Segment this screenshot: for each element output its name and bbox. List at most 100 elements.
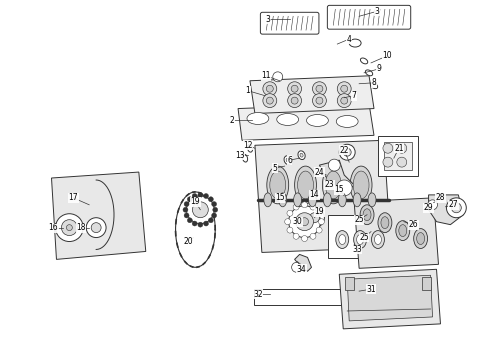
Circle shape	[293, 233, 299, 239]
Circle shape	[313, 82, 326, 96]
Circle shape	[316, 210, 322, 216]
Circle shape	[313, 94, 326, 108]
Circle shape	[193, 202, 208, 218]
Polygon shape	[339, 269, 441, 329]
Text: 19: 19	[315, 207, 324, 216]
FancyBboxPatch shape	[422, 277, 431, 290]
Circle shape	[316, 85, 323, 92]
Ellipse shape	[279, 193, 287, 207]
Text: 24: 24	[315, 167, 324, 176]
Circle shape	[212, 202, 217, 207]
Circle shape	[198, 192, 203, 197]
Circle shape	[263, 82, 277, 96]
Ellipse shape	[381, 217, 389, 229]
Circle shape	[293, 204, 299, 210]
Text: 17: 17	[69, 193, 78, 202]
Text: 15: 15	[275, 193, 285, 202]
Circle shape	[451, 203, 461, 213]
Circle shape	[208, 218, 213, 223]
Ellipse shape	[370, 83, 378, 89]
Ellipse shape	[286, 158, 289, 162]
Ellipse shape	[416, 233, 425, 244]
Text: 13: 13	[235, 151, 245, 160]
Text: 14: 14	[310, 190, 319, 199]
Ellipse shape	[300, 153, 303, 157]
Text: 32: 32	[253, 289, 263, 298]
Circle shape	[328, 159, 340, 171]
Circle shape	[184, 202, 189, 207]
Text: 31: 31	[366, 285, 376, 294]
Circle shape	[288, 94, 301, 108]
Ellipse shape	[368, 193, 376, 207]
Ellipse shape	[339, 235, 346, 244]
Ellipse shape	[325, 171, 341, 199]
Circle shape	[287, 210, 293, 216]
Circle shape	[61, 220, 77, 235]
Circle shape	[337, 94, 351, 108]
Circle shape	[310, 213, 319, 223]
Text: 7: 7	[352, 91, 357, 100]
Polygon shape	[51, 172, 146, 260]
FancyBboxPatch shape	[384, 142, 412, 170]
FancyBboxPatch shape	[345, 277, 354, 290]
Text: 21: 21	[394, 144, 404, 153]
Circle shape	[341, 85, 348, 92]
Circle shape	[213, 207, 218, 212]
Ellipse shape	[399, 225, 407, 237]
Ellipse shape	[277, 113, 298, 125]
Circle shape	[263, 94, 277, 108]
Text: 8: 8	[371, 78, 376, 87]
Circle shape	[267, 97, 273, 104]
Circle shape	[397, 143, 407, 153]
Ellipse shape	[247, 113, 269, 125]
Ellipse shape	[338, 193, 346, 207]
Polygon shape	[319, 160, 354, 192]
Circle shape	[397, 157, 407, 167]
FancyBboxPatch shape	[254, 289, 360, 305]
Circle shape	[310, 233, 316, 239]
Ellipse shape	[309, 193, 317, 207]
Text: 2: 2	[230, 116, 235, 125]
FancyBboxPatch shape	[260, 12, 319, 34]
FancyBboxPatch shape	[378, 136, 417, 176]
Text: 28: 28	[436, 193, 445, 202]
Ellipse shape	[414, 229, 428, 248]
Circle shape	[267, 85, 273, 92]
Text: 25: 25	[359, 233, 369, 242]
Ellipse shape	[353, 171, 369, 199]
Ellipse shape	[396, 221, 410, 240]
Ellipse shape	[323, 193, 331, 207]
Ellipse shape	[336, 116, 358, 127]
Circle shape	[310, 204, 316, 210]
Circle shape	[288, 82, 301, 96]
Text: 11: 11	[261, 71, 270, 80]
Ellipse shape	[264, 193, 272, 207]
Circle shape	[383, 143, 393, 153]
Circle shape	[285, 219, 291, 225]
FancyBboxPatch shape	[327, 5, 411, 29]
Ellipse shape	[354, 231, 367, 248]
Ellipse shape	[349, 39, 361, 47]
Circle shape	[187, 218, 192, 223]
Circle shape	[203, 221, 209, 226]
Circle shape	[341, 97, 348, 104]
Ellipse shape	[243, 154, 247, 162]
Ellipse shape	[267, 166, 289, 204]
Circle shape	[316, 227, 322, 233]
Circle shape	[305, 208, 324, 228]
Circle shape	[300, 218, 309, 226]
Circle shape	[343, 148, 351, 156]
Ellipse shape	[371, 231, 385, 248]
Text: 25: 25	[354, 215, 364, 224]
Ellipse shape	[350, 166, 372, 204]
Text: 15: 15	[335, 185, 344, 194]
Circle shape	[192, 194, 197, 198]
Ellipse shape	[357, 235, 364, 244]
Circle shape	[187, 196, 214, 224]
Circle shape	[208, 197, 213, 202]
Circle shape	[301, 235, 308, 242]
Polygon shape	[255, 140, 391, 252]
Circle shape	[301, 202, 308, 208]
Ellipse shape	[297, 171, 314, 199]
Ellipse shape	[353, 193, 361, 207]
